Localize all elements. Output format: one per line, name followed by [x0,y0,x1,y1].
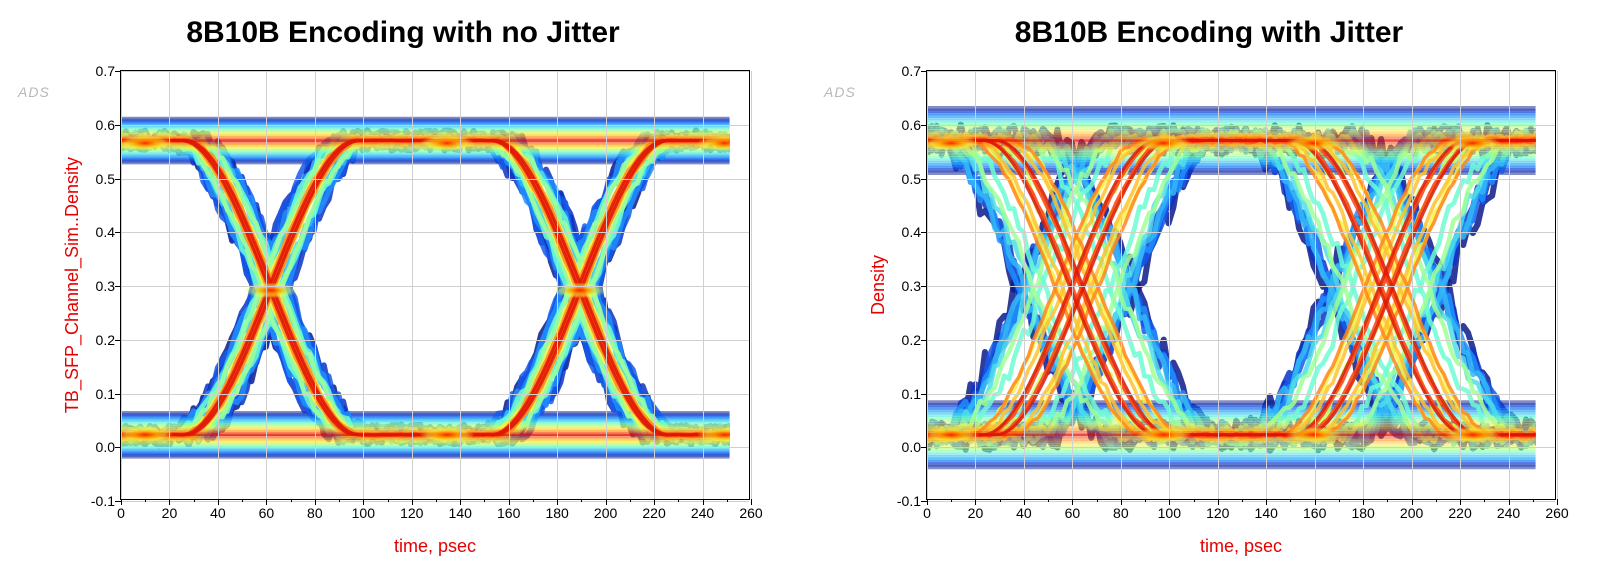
y-axis-label: Density [868,70,888,500]
x-tick-label: 140 [1255,505,1278,521]
x-axis-label: time, psec [120,536,750,557]
x-tick-label: 40 [1016,505,1032,521]
ads-watermark: ADS [824,84,856,100]
x-tick-label: 220 [642,505,665,521]
ads-watermark: ADS [18,84,50,100]
x-tick-label: 160 [497,505,520,521]
y-tick-label: 0.5 [902,171,921,187]
x-tick-label: 60 [1065,505,1081,521]
y-tick-label: 0.3 [96,278,115,294]
x-tick-label: 120 [1206,505,1229,521]
x-tick-label: 240 [691,505,714,521]
y-tick-label: 0.7 [902,63,921,79]
panel-no-jitter: 8B10B Encoding with no Jitter ADS -0.10.… [0,0,806,576]
x-tick-label: 100 [352,505,375,521]
x-tick-label: 120 [400,505,423,521]
y-tick-label: 0.4 [96,224,115,240]
x-tick-label: 260 [739,505,762,521]
x-tick-label: 200 [594,505,617,521]
page-root: 8B10B Encoding with no Jitter ADS -0.10.… [0,0,1612,576]
panel-with-jitter: 8B10B Encoding with Jitter ADS -0.10.00.… [806,0,1612,576]
x-tick-label: 20 [162,505,178,521]
x-axis-label: time, psec [926,536,1556,557]
y-tick-label: 0.6 [96,117,115,133]
chart-title: 8B10B Encoding with no Jitter [0,16,806,50]
y-tick-label: -0.1 [91,493,115,509]
y-tick-label: -0.1 [897,493,921,509]
y-tick-label: 0.2 [902,332,921,348]
x-tick-label: 200 [1400,505,1423,521]
x-tick-label: 20 [968,505,984,521]
x-tick-label: 260 [1545,505,1568,521]
y-tick-label: 0.2 [96,332,115,348]
x-tick-label: 220 [1448,505,1471,521]
y-axis-label: TB_SFP_Channel_Sim..Density [62,70,82,500]
y-tick-label: 0.6 [902,117,921,133]
y-tick-label: 0.7 [96,63,115,79]
x-tick-label: 0 [923,505,931,521]
x-tick-label: 180 [1351,505,1374,521]
x-tick-label: 100 [1158,505,1181,521]
y-tick-label: 0.4 [902,224,921,240]
x-tick-label: 140 [449,505,472,521]
y-tick-label: 0.3 [902,278,921,294]
x-tick-label: 80 [307,505,323,521]
x-tick-label: 80 [1113,505,1129,521]
eye-diagram-plot: -0.10.00.10.20.30.40.50.60.7020406080100… [926,70,1556,500]
y-tick-label: 0.1 [96,386,115,402]
x-tick-label: 160 [1303,505,1326,521]
x-tick-label: 60 [259,505,275,521]
x-tick-label: 180 [545,505,568,521]
x-tick-label: 40 [210,505,226,521]
y-tick-label: 0.0 [902,439,921,455]
x-tick-label: 0 [117,505,125,521]
y-tick-label: 0.5 [96,171,115,187]
eye-diagram-plot: -0.10.00.10.20.30.40.50.60.7020406080100… [120,70,750,500]
y-tick-label: 0.1 [902,386,921,402]
y-tick-label: 0.0 [96,439,115,455]
chart-title: 8B10B Encoding with Jitter [806,16,1612,50]
x-tick-label: 240 [1497,505,1520,521]
